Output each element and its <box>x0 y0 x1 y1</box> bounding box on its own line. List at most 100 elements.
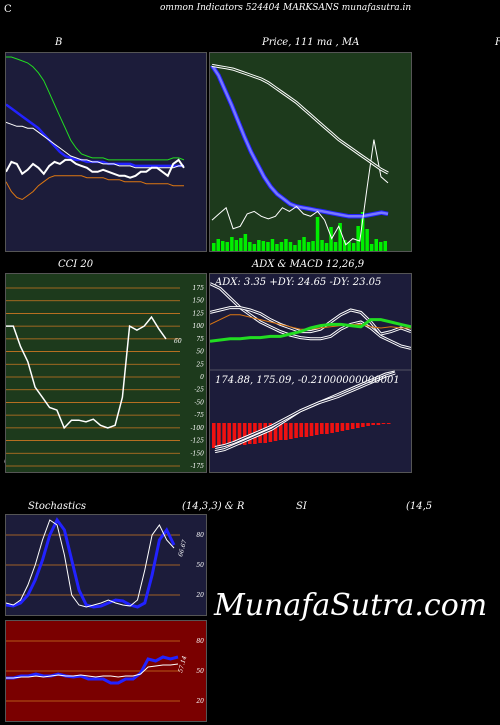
macd-histogram-bar <box>278 423 283 440</box>
volume-bar <box>266 242 270 251</box>
macd-readout: 174.88, 175.09, -0.21000000000001 <box>215 375 400 386</box>
volume-bar <box>234 240 239 251</box>
macd-histogram-bar <box>381 423 386 424</box>
macd-histogram-bar <box>242 423 247 445</box>
adx-chart <box>210 282 411 454</box>
bollinger-chart <box>6 56 185 201</box>
adx-label: ADX & MACD 12,26,9 <box>252 259 365 270</box>
macd-histogram-bar <box>268 423 273 442</box>
rsi-line <box>6 663 179 679</box>
volume-bar <box>356 226 360 251</box>
macd-histogram-bar <box>289 423 293 439</box>
watermark-text: MunafaSutra.com <box>213 588 487 623</box>
volume-bar <box>320 240 324 251</box>
rsi-chart: 80 50 20 57.14 <box>6 638 204 705</box>
stoch-k-line <box>6 519 175 608</box>
cci-tick-label: -25 <box>194 387 204 394</box>
volume-bar <box>279 242 284 251</box>
stoch-label: Stochastics <box>28 501 86 512</box>
volume-bar <box>252 244 257 251</box>
price-label: Price, 111 ma , MA <box>262 37 360 48</box>
volume-bar <box>329 227 333 251</box>
watermark: MunafaSutra.com <box>213 588 487 623</box>
volume-bar <box>374 239 378 251</box>
bb-lower-line <box>6 175 184 201</box>
volume-bar <box>302 237 306 251</box>
cci-value-label: 60 <box>174 338 182 345</box>
stoch-params-label: (14,3,3) & R <box>182 501 245 512</box>
price-ma-line-inner <box>210 64 389 218</box>
volume-bar <box>261 241 266 251</box>
volume-bar <box>369 244 374 251</box>
macd-histogram-bar <box>320 423 324 434</box>
macd-histogram-bar <box>248 423 252 444</box>
adx-green-line <box>210 318 411 343</box>
volume-bar <box>216 239 220 251</box>
price-long-ma-line-inner <box>211 64 389 174</box>
cci-tick-label: -150 <box>191 450 205 457</box>
macd-histogram-bar <box>350 423 355 429</box>
volume-bar <box>284 239 288 251</box>
macd-histogram-bar <box>371 423 375 425</box>
volume-bar <box>248 242 252 251</box>
adx-panel: ADX: 3.35 +DY: 24.65 -DY: 23.05 174.88, … <box>209 273 412 473</box>
bb-price-line <box>6 158 185 179</box>
macd-histogram-bar <box>335 423 339 432</box>
cci-tick-label: 0 <box>200 374 204 381</box>
cci-tick-label: -125 <box>191 438 205 445</box>
macd-histogram-bar <box>237 423 242 445</box>
bollinger-panel <box>5 52 207 252</box>
bb-label: B <box>55 37 63 48</box>
macd-histogram-bar <box>227 423 231 446</box>
cci-tick-label: -175 <box>191 463 205 470</box>
cci-tick-label: 100 <box>193 323 205 330</box>
stoch-value-label: 66.67 <box>177 539 188 558</box>
volume-bar <box>212 243 216 251</box>
volume-bar <box>275 244 279 251</box>
stoch-tick-label: 20 <box>195 592 204 599</box>
volume-bar <box>270 239 275 251</box>
macd-histogram-bar <box>356 423 360 428</box>
volume-bar <box>288 242 293 251</box>
macd-histogram-bar <box>366 423 370 426</box>
volume-bar <box>293 245 297 251</box>
rsi-tick-label: 50 <box>196 668 204 675</box>
cci-tick-label: -100 <box>191 425 205 432</box>
rsi-tick-label: 20 <box>195 698 204 705</box>
macd-histogram-bar <box>345 423 350 430</box>
volume-bar <box>297 240 302 251</box>
macd-histogram-bar <box>340 423 345 431</box>
chart-title: ommon Indicators 524404 MARKSANS munafas… <box>160 3 412 13</box>
volume-bar <box>230 237 234 251</box>
adx-readout: ADX: 3.35 +DY: 24.65 -DY: 23.05 <box>215 277 382 288</box>
macd-histogram-bar <box>212 423 216 448</box>
stoch-chart: 80 50 20 66.67 <box>6 517 204 609</box>
cci-tick-label: 150 <box>193 298 205 305</box>
macd-histogram-bar <box>309 423 314 436</box>
volume-bar <box>225 242 229 251</box>
price-chart <box>210 63 389 251</box>
volume-bar <box>383 241 387 251</box>
rsi-panel: 80 50 20 57.14 <box>5 620 207 722</box>
cci-tick-label: 125 <box>193 310 205 317</box>
macd-histogram-bar <box>232 423 237 446</box>
stoch-panel: 80 50 20 66.67 <box>5 514 207 616</box>
volume-bar <box>221 241 225 251</box>
volume-bar <box>360 212 365 251</box>
volume-bar <box>351 243 356 251</box>
rsi-tick-label: 80 <box>196 638 204 645</box>
volume-bar <box>342 240 347 251</box>
volume-bar <box>257 240 261 251</box>
macd-histogram-bar <box>361 423 365 427</box>
macd-histogram-bar <box>284 423 288 440</box>
macd-histogram-bar <box>222 423 226 447</box>
cci-tick-label: 75 <box>196 336 204 343</box>
rsi-blue-line <box>6 655 179 685</box>
volume-bar <box>324 243 329 251</box>
adx-plus-di-line-inner <box>210 307 411 335</box>
price-panel <box>209 52 412 252</box>
right-mark: F <box>495 37 500 48</box>
volume-bar <box>239 238 243 251</box>
left-mark: C <box>4 4 12 15</box>
cci-line <box>6 315 167 430</box>
